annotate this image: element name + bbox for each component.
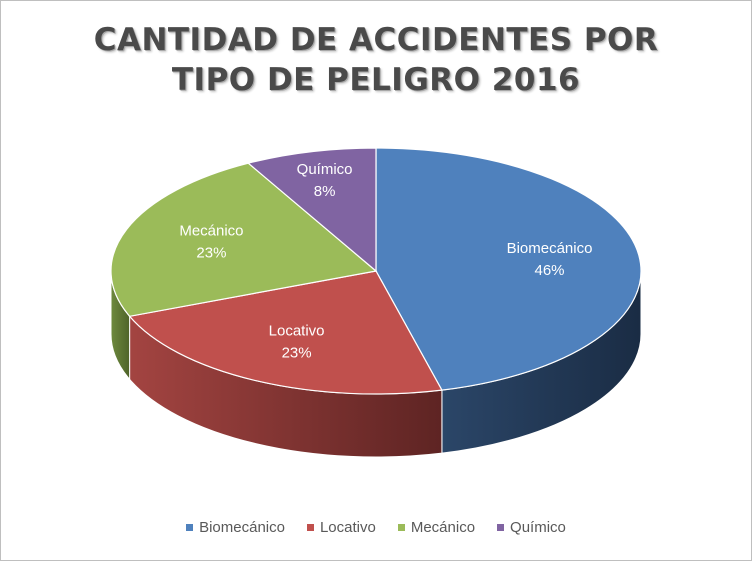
data-label-biomecanico-name: Biomecánico [507,240,593,257]
legend-item-mecanico: Mecánico [397,519,476,536]
chart-title-line-1: CANTIDAD DE ACCIDENTES POR [93,22,659,58]
legend-label-locativo: Locativo [319,519,376,536]
data-label-quimico-value: 8% [314,183,336,200]
data-label-mecanico-name: Mecánico [179,223,243,240]
legend: Biomecánico Locativo Mecánico Químico [0,519,752,536]
legend-item-biomecanico: Biomecánico [186,519,285,536]
pie-tops [110,147,642,395]
legend-label-mecanico: Mecánico [410,519,476,536]
chart-title-line-2: TIPO DE PELIGRO 2016 [171,62,581,98]
legend-label-biomecanico: Biomecánico [199,519,285,536]
legend-label-quimico: Químico [510,519,566,536]
legend-swatch-mecanico [397,524,405,531]
legend-item-locativo: Locativo [306,519,376,536]
pie-slice-biomecanico [375,147,642,391]
legend-swatch-biomecanico [186,524,194,531]
pie-slice-quimico [247,147,377,273]
data-label-locativo-value: 23% [282,344,312,361]
legend-swatch-locativo [306,524,314,531]
data-label-quimico-name: Químico [297,161,353,178]
chart-title: CANTIDAD DE ACCIDENTES POR TIPO DE PELIG… [0,20,752,100]
pie-labels: Biomecánico 46% Locativo 23% Mecánico 23% Quím… [179,161,592,361]
legend-swatch-quimico [497,524,505,531]
pie-slice-mecanico [110,162,378,317]
data-label-locativo-name: Locativo [269,322,325,339]
legend-item-quimico: Químico [497,519,566,536]
data-label-mecanico-value: 23% [196,245,226,262]
pie-slice-locativo [128,270,443,395]
data-label-biomecanico-value: 46% [535,262,565,279]
